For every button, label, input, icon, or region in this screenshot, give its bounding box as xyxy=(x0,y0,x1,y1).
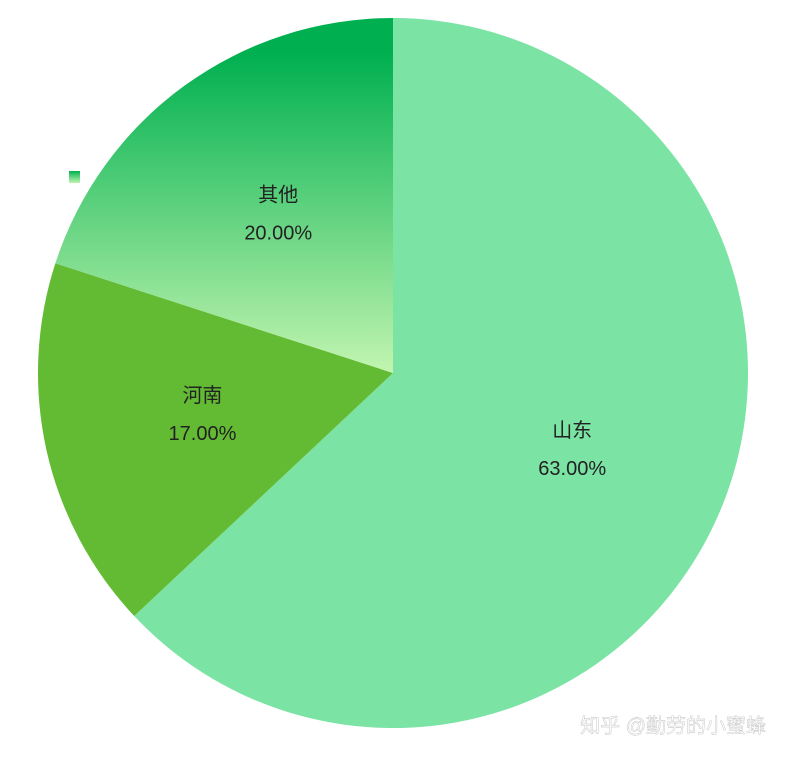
slice-value-label: 20.00% xyxy=(244,222,312,244)
legend-swatch xyxy=(69,171,80,183)
slice-value-label: 63.00% xyxy=(538,458,606,480)
pie-slice xyxy=(134,18,748,728)
watermark: 知乎 @勤劳的小蜜蜂 xyxy=(580,714,766,737)
slice-value-label: 17.00% xyxy=(169,423,237,445)
slice-label: 其他 xyxy=(258,183,298,206)
pie-slice xyxy=(55,18,393,373)
slice-label: 河南 xyxy=(182,384,222,407)
labels: 山东 63.00% 河南 17.00% 其他 20.00% xyxy=(169,183,607,480)
pie xyxy=(38,18,748,728)
slice-label: 山东 xyxy=(552,419,592,442)
pie-slice xyxy=(38,263,394,617)
